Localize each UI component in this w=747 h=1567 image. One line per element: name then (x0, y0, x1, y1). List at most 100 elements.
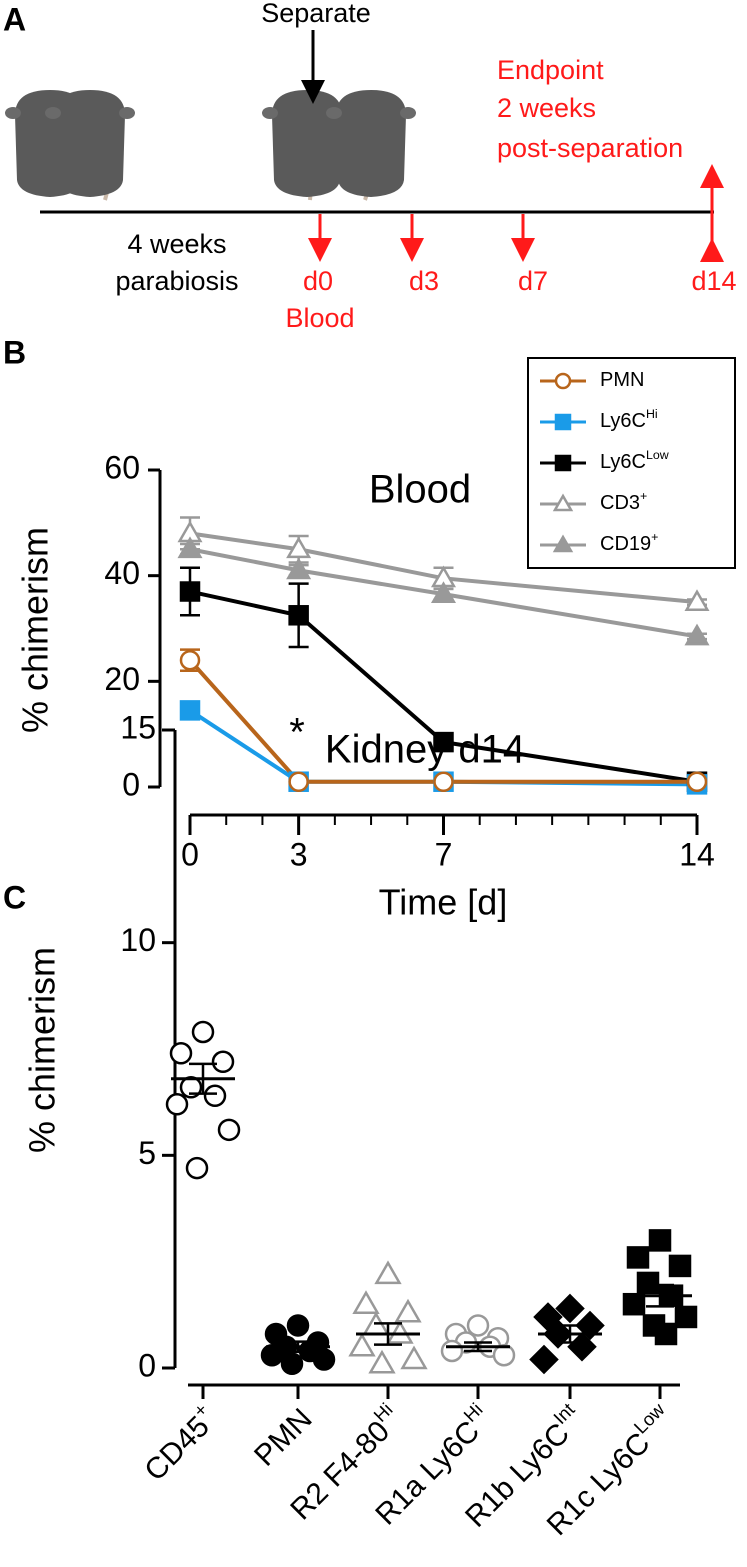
point (433, 771, 454, 792)
point (684, 623, 710, 646)
legend-label: CD3+ (600, 489, 647, 514)
label: Separate (261, 0, 371, 28)
x-tick-label: 0 (181, 836, 199, 872)
point (466, 1314, 490, 1337)
point (674, 1305, 698, 1329)
point (636, 1271, 660, 1295)
point (554, 413, 572, 431)
point (668, 1254, 692, 1278)
x-axis-label: Time [d] (379, 882, 508, 923)
point (626, 1246, 650, 1269)
x-tick-label: PMN (248, 1402, 318, 1472)
y-tick-label: 0 (122, 766, 140, 802)
label: d14 (691, 266, 736, 296)
panel-label: C (3, 879, 26, 915)
point (312, 1348, 336, 1371)
sem-bar (646, 1283, 674, 1308)
point (260, 1343, 284, 1367)
label: post-separation (497, 133, 683, 163)
point (400, 1345, 428, 1370)
series-line (188, 658, 697, 784)
x-tick-label: 3 (290, 836, 308, 872)
point (169, 1042, 193, 1065)
legend-label: CD19+ (600, 530, 658, 555)
series-line (189, 589, 698, 784)
sem-bar (556, 1324, 584, 1344)
legend-label-sup: + (651, 530, 658, 544)
point (288, 771, 309, 792)
point (555, 1293, 585, 1324)
point (179, 649, 201, 671)
point (165, 1093, 189, 1116)
y-tick-label: 0 (138, 1347, 156, 1383)
point (280, 1352, 304, 1375)
label: parabiosis (115, 266, 238, 296)
sem-bar (374, 1322, 402, 1346)
legend-label-main: CD3 (600, 492, 640, 514)
point (575, 1310, 605, 1341)
label: Endpoint (497, 55, 604, 85)
point (179, 700, 201, 721)
y-tick-label: 60 (104, 449, 140, 485)
point (348, 1332, 376, 1357)
point (203, 1084, 227, 1108)
series-line (189, 547, 698, 639)
x-tick-label: 14 (679, 836, 715, 872)
point (386, 1319, 414, 1344)
label: d7 (518, 266, 548, 296)
legend-label-main: Ly6C (600, 451, 646, 473)
point (554, 454, 572, 472)
chart-title: Blood (369, 468, 471, 512)
point (286, 1314, 310, 1337)
point (433, 731, 454, 753)
point (352, 1290, 380, 1314)
chart-title: Kidney d14 (325, 728, 525, 772)
point (686, 771, 708, 792)
point (286, 536, 312, 559)
y-axis-label: % chimerism (22, 947, 63, 1153)
point (440, 1339, 464, 1363)
y-tick-label: 15 (120, 709, 156, 745)
y-tick-label: 5 (138, 1135, 156, 1171)
label: d3 (409, 266, 439, 296)
label: 2 weeks (497, 93, 596, 123)
point (179, 581, 201, 602)
y-tick-label: 10 (120, 922, 156, 958)
annotation: * (289, 711, 305, 755)
point (368, 1349, 396, 1374)
x-tick-label-main: CD45 (138, 1410, 216, 1488)
mouse-pair (262, 90, 416, 201)
point (492, 1343, 516, 1367)
point (430, 581, 457, 604)
sem-bar (189, 1062, 217, 1095)
point (554, 372, 572, 390)
panel-label: A (3, 1, 26, 37)
panel-a: A Separate Endpoint 2 weeks post-separat… (3, 0, 737, 333)
legend-label-main: CD19 (600, 533, 651, 555)
point (286, 557, 312, 580)
legend-label: Ly6CHi (600, 407, 658, 432)
x-tick-label: CD45+ (135, 1399, 223, 1487)
y-tick-label: 40 (104, 555, 140, 591)
legend-label: PMN (600, 369, 644, 391)
sem-bar (284, 1340, 312, 1354)
point (191, 1020, 215, 1044)
point (648, 1229, 672, 1252)
point (185, 1156, 209, 1180)
label: Blood (285, 303, 354, 333)
series-line (189, 531, 698, 605)
legend-label-sup: Low (646, 448, 669, 462)
mouse-pair (5, 90, 135, 201)
legend-label-main: Ly6C (600, 410, 646, 432)
legend-label-sup: + (640, 489, 647, 503)
point (217, 1118, 241, 1142)
point (288, 605, 309, 626)
point (374, 1260, 402, 1285)
point (529, 1344, 559, 1375)
point (684, 589, 710, 611)
y-tick-label: 20 (104, 661, 140, 697)
label: d0 (303, 266, 333, 296)
x-tick-label: 7 (435, 836, 453, 872)
legend-label-main: PMN (600, 369, 644, 391)
